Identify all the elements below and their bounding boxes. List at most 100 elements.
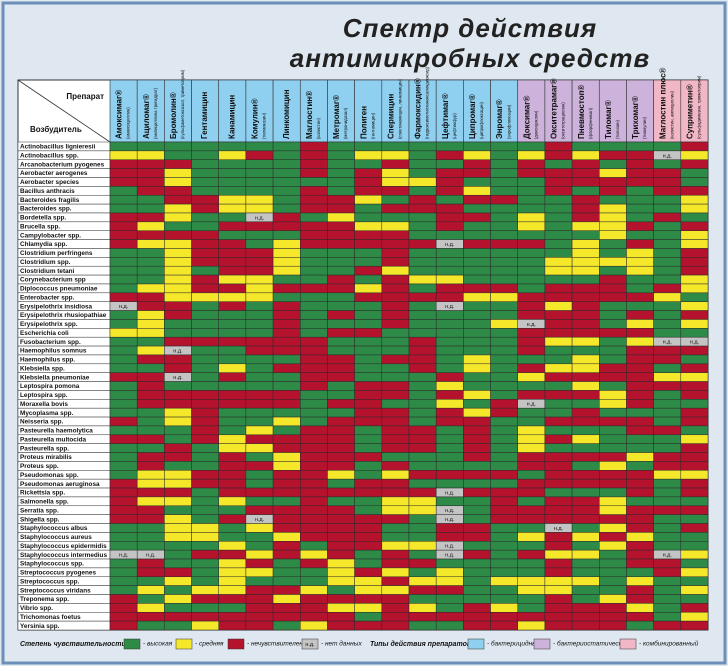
- sensitivity-cell: [626, 328, 654, 338]
- no-data-mark: н.д.: [445, 517, 455, 523]
- sensitivity-cell: [300, 452, 328, 462]
- sensitivity-cell: [544, 221, 573, 231]
- sensitivity-cell: [191, 381, 219, 391]
- sensitivity-cell: [300, 603, 328, 613]
- sensitivity-cell: [463, 399, 491, 409]
- sensitivity-cell: [300, 558, 328, 569]
- sensitivity-cell: [435, 274, 464, 285]
- sensitivity-cell: [626, 248, 654, 258]
- sensitivity-cell: [218, 549, 247, 560]
- sensitivity-cell: [381, 301, 410, 311]
- sensitivity-cell: [544, 319, 573, 329]
- sensitivity-cell: [354, 141, 383, 152]
- sensitivity-cell: [218, 399, 247, 409]
- sensitivity-cell: [490, 274, 518, 285]
- pathogen-name: Leptospira spp.: [20, 392, 68, 399]
- sensitivity-cell: [517, 186, 546, 196]
- sensitivity-cell: [164, 328, 192, 338]
- sensitivity-cell: [435, 470, 464, 480]
- sensitivity-cell: [218, 487, 247, 498]
- sensitivity-cell: [381, 505, 410, 515]
- sensitivity-cell: [191, 620, 219, 631]
- sensitivity-cell: [381, 230, 410, 240]
- sensitivity-cell: [544, 310, 573, 320]
- sensitivity-cell: [490, 159, 518, 169]
- sensitivity-cell: [599, 159, 627, 169]
- sensitivity-cell: [327, 558, 355, 569]
- sensitivity-cell: [571, 603, 600, 613]
- sensitivity-cell: [490, 558, 518, 569]
- sensitivity-cell: [544, 452, 573, 462]
- sensitivity-cell: [435, 186, 464, 196]
- sensitivity-cell: [272, 194, 301, 205]
- sensitivity-cell: [354, 434, 383, 444]
- pathogen-name: Staphylococcus spp.: [20, 561, 84, 568]
- sensitivity-cell: [272, 257, 301, 267]
- sensitivity-cell: [408, 168, 437, 178]
- sensitivity-cell: [327, 283, 355, 294]
- sensitivity-cell: [245, 567, 274, 578]
- sensitivity-cell: [354, 478, 383, 489]
- sensitivity-cell: [680, 567, 709, 578]
- drug-name: Метромаг®: [332, 95, 341, 139]
- sensitivity-cell: [680, 203, 709, 214]
- sensitivity-cell: [109, 230, 138, 240]
- sensitivity-cell: [164, 620, 192, 631]
- sensitivity-cell: [164, 390, 192, 400]
- sensitivity-cell: [109, 168, 138, 178]
- sensitivity-cell: [300, 186, 328, 196]
- sensitivity-cell: [435, 425, 464, 436]
- sensitivity-cell: [626, 594, 654, 604]
- sensitivity-cell: [463, 354, 491, 365]
- sensitivity-cell: [544, 558, 573, 569]
- drug-substance: (сульфадимезин, триметоприм): [697, 75, 702, 139]
- sensitivity-cell: [354, 257, 383, 267]
- sensitivity-cell: [381, 585, 410, 595]
- sensitivity-cell: [463, 221, 491, 231]
- sensitivity-cell: [136, 470, 165, 480]
- sensitivity-cell: [680, 505, 709, 515]
- sensitivity-cell: [272, 558, 301, 569]
- drug-name: Бромолин®: [169, 92, 178, 139]
- no-data-mark: н.д.: [663, 153, 673, 159]
- sensitivity-cell: [599, 345, 627, 356]
- sensitivity-cell: [218, 434, 247, 444]
- sensitivity-cell: [327, 292, 355, 302]
- sensitivity-cell: [435, 567, 464, 578]
- sensitivity-cell: [517, 390, 546, 400]
- sensitivity-cell: [517, 150, 546, 160]
- sensitivity-cell: [571, 399, 600, 409]
- sensitivity-cell: [653, 505, 682, 515]
- drug-name: Энромаг®: [495, 99, 504, 139]
- sensitivity-cell: [517, 443, 546, 453]
- drug-substance: (цефтиофур): [452, 113, 457, 139]
- sensitivity-cell: [245, 274, 274, 285]
- sensitivity-cell: [626, 416, 654, 427]
- sensitivity-cell: [626, 319, 654, 329]
- sensitivity-cell: [626, 345, 654, 356]
- header-text: Цефтимаг® (цефтиофур): [441, 93, 457, 139]
- sensitivity-cell: [626, 186, 654, 196]
- sensitivity-cell: [354, 283, 383, 294]
- sensitivity-cell: [571, 567, 600, 578]
- sensitivity-cell: [191, 443, 219, 453]
- sensitivity-cell: [435, 390, 464, 400]
- sensitivity-cell: [680, 381, 709, 391]
- sensitivity-cell: [354, 496, 383, 507]
- sensitivity-cell: [245, 443, 274, 453]
- sensitivity-cell: [109, 150, 138, 160]
- sensitivity-cell: [680, 328, 709, 338]
- sensitivity-cell: [544, 265, 573, 276]
- sensitivity-cell: [490, 177, 518, 187]
- sensitivity-cell: [191, 186, 219, 196]
- sensitivity-cell: [653, 612, 682, 622]
- sensitivity-cell: [544, 470, 573, 480]
- header-text: Суприметин® (сульфадимезин, триметоприм): [686, 75, 702, 139]
- sensitivity-cell: [245, 221, 274, 231]
- sensitivity-cell: [272, 505, 301, 515]
- sensitivity-cell: [626, 283, 654, 294]
- sensitivity-cell: [245, 381, 274, 391]
- legend-title: Типы действия препаратов:: [370, 640, 473, 648]
- pathogen-name: Leptospira pomona: [20, 383, 80, 390]
- sensitivity-cell: [599, 434, 627, 444]
